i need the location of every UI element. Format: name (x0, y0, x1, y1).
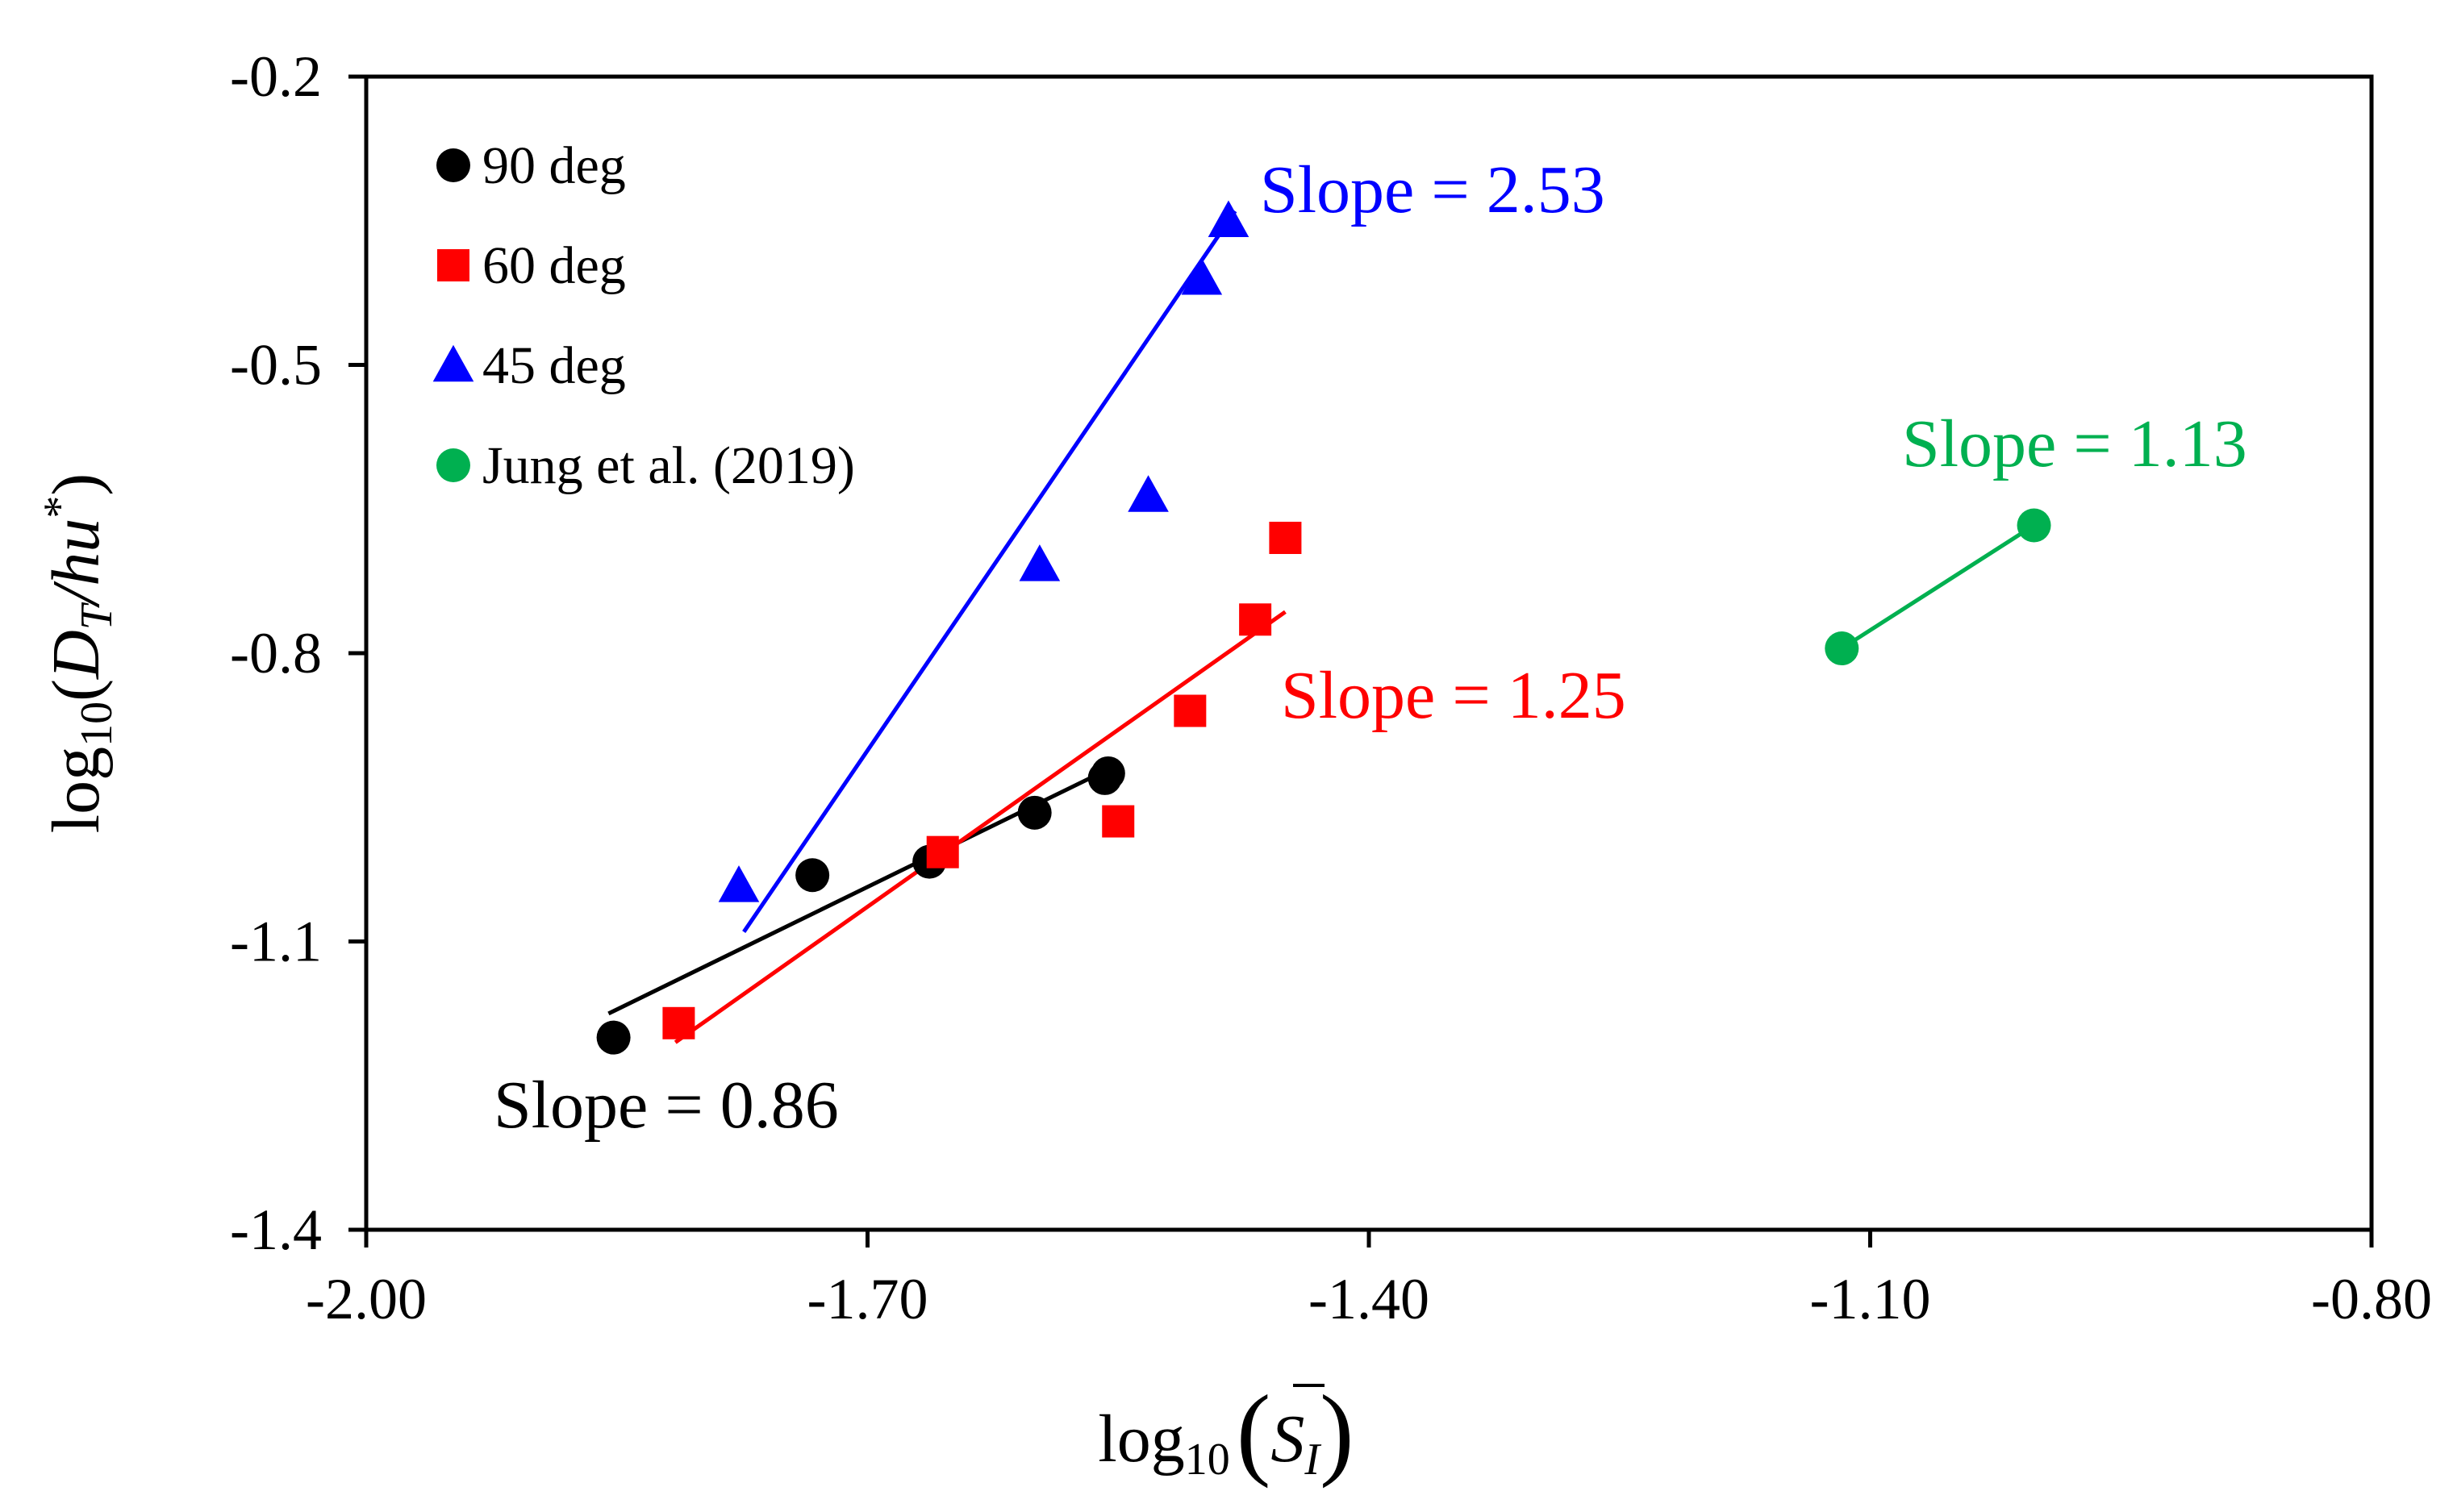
fit-lines (607, 210, 2035, 1044)
y-tick-label: -1.1 (230, 910, 322, 974)
fit-line-1 (674, 610, 1287, 1044)
data-point-1-4 (1239, 603, 1272, 636)
x-axis-label: log10(SI) (1098, 1374, 1354, 1489)
data-point-1-1 (926, 835, 959, 868)
legend-label-0: 90 deg (482, 136, 626, 195)
data-point-3-0 (1825, 631, 1859, 666)
data-point-0-0 (596, 1020, 631, 1055)
x-tick-label: -2.00 (306, 1267, 427, 1331)
legend-marker-2 (432, 344, 474, 382)
fit-line-3 (1840, 523, 2035, 651)
legend-marker-3 (436, 448, 470, 482)
fit-line-2 (742, 210, 1237, 933)
legend-marker-0 (436, 148, 470, 182)
y-axis-label: log10(DT/hu*) (35, 473, 122, 833)
data-point-2-0 (718, 865, 760, 902)
data-point-2-3 (1181, 257, 1223, 295)
slope-annotation-3: Slope = 1.13 (1902, 406, 2247, 481)
x-tick-label: -0.80 (2311, 1267, 2432, 1331)
x-axis-label-paren-close: ) (1320, 1374, 1354, 1489)
x-axis-label-paren-open: ( (1237, 1374, 1271, 1489)
x-axis-label-sub: 10 (1185, 1435, 1230, 1485)
x-tick-label: -1.40 (1308, 1267, 1429, 1331)
data-points (596, 200, 2051, 1055)
x-axis-label-symbol-sub: I (1304, 1435, 1321, 1485)
y-axis-label-d-sub: T (72, 602, 122, 630)
y-tick-label: -0.8 (230, 621, 322, 685)
data-point-0-1 (795, 858, 830, 893)
x-axis-label-symbol: S (1270, 1402, 1304, 1477)
legend-label-3: Jung et al. (2019) (482, 436, 855, 495)
y-axis-label-prefix: log (39, 747, 114, 833)
data-point-2-4 (1208, 200, 1249, 237)
plot-area (364, 74, 2374, 1232)
y-tick-label: -1.4 (230, 1198, 322, 1262)
axis-ticks: -2.00 -1.70 -1.40 -1.10 -0.80 -1.4 -1.1 -0.8 -0.… (230, 44, 2432, 1331)
data-point-1-2 (1102, 805, 1135, 838)
legend-label-1: 60 deg (482, 236, 626, 295)
slope-annotation-1: Slope = 1.25 (1281, 658, 1626, 733)
x-tick-label: -1.70 (807, 1267, 928, 1331)
x-tick-label: -1.10 (1810, 1267, 1931, 1331)
y-axis-label-close: ) (39, 473, 114, 496)
data-point-1-5 (1269, 522, 1302, 554)
y-axis-label-mid: /hu (39, 519, 114, 608)
y-axis-label-sub: 10 (72, 702, 122, 747)
x-axis-label-prefix: log (1098, 1402, 1184, 1477)
legend-marker-1 (437, 249, 469, 281)
legend: 90 deg 60 deg 45 deg Jung et al. (2019) (432, 136, 855, 495)
y-axis-label-d: D (39, 630, 114, 680)
data-point-2-1 (1019, 544, 1061, 581)
y-tick-label: -0.5 (230, 333, 322, 398)
y-axis-label-sup: * (35, 496, 85, 519)
data-point-2-2 (1128, 475, 1169, 512)
slope-annotation-0: Slope = 0.86 (494, 1068, 839, 1143)
data-point-1-3 (1174, 694, 1207, 727)
slope-annotation-2: Slope = 2.53 (1260, 152, 1605, 227)
y-axis-label-open: ( (39, 679, 114, 702)
data-point-0-3 (1017, 795, 1052, 830)
slope-annotations: Slope = 0.86 Slope = 1.25 Slope = 2.53 Slop… (494, 152, 2247, 1143)
data-point-0-5 (1091, 756, 1125, 790)
data-point-3-1 (2017, 508, 2051, 543)
y-tick-label: -0.2 (230, 44, 322, 109)
legend-label-2: 45 deg (482, 336, 626, 395)
data-point-1-0 (662, 1006, 695, 1039)
